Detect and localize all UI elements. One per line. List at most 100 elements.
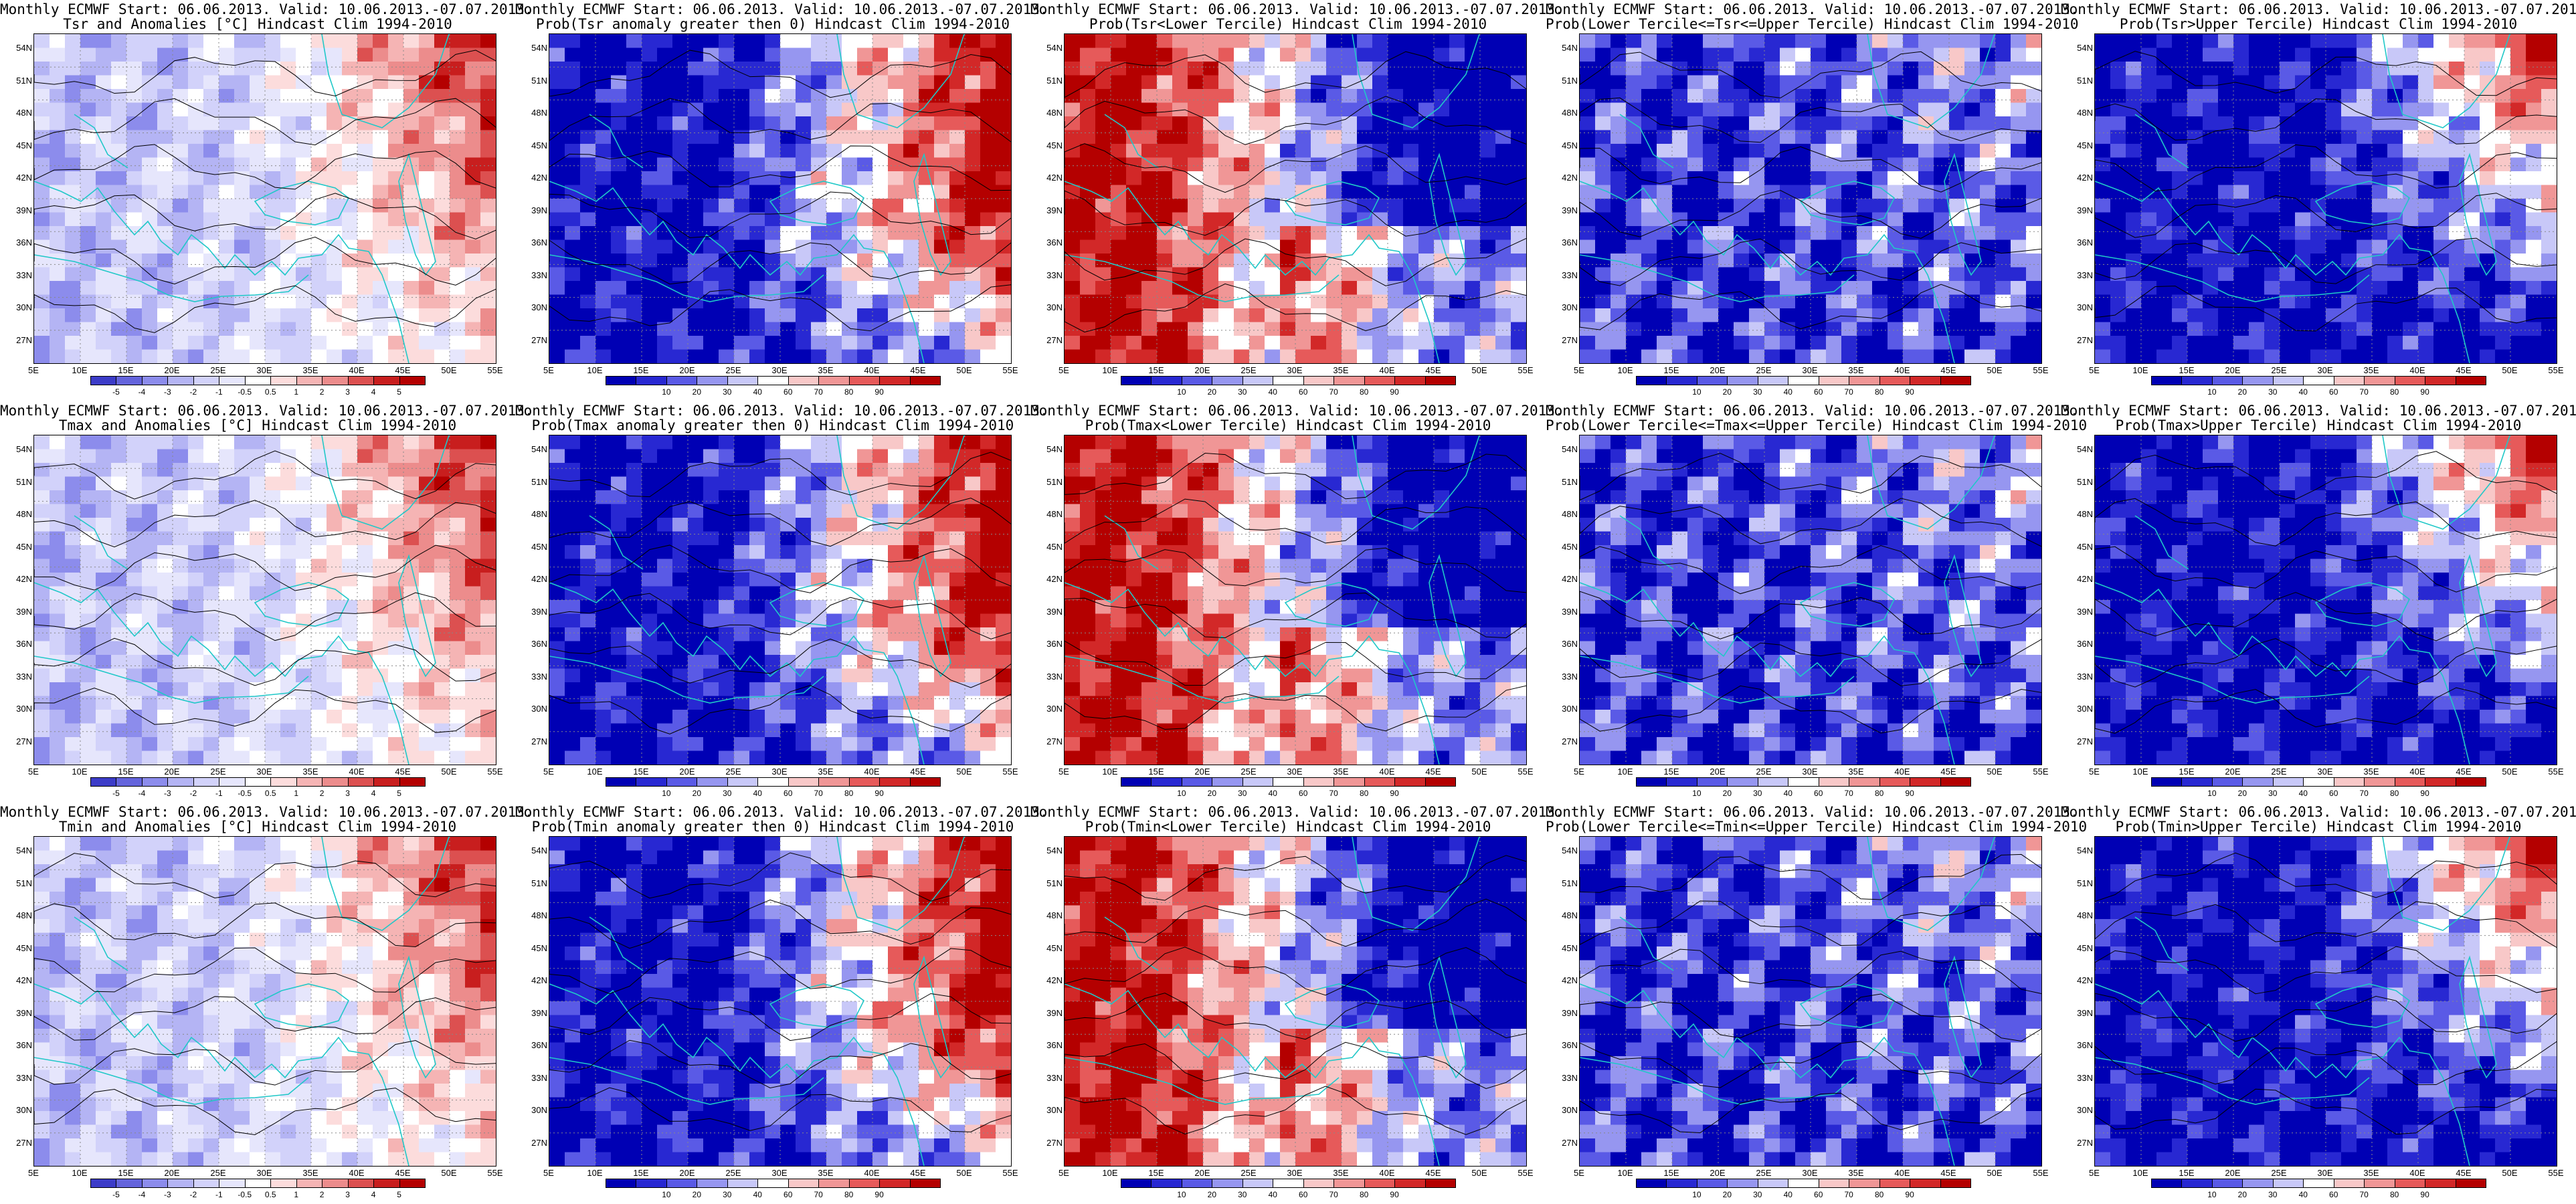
colorbar-segment — [1788, 376, 1819, 385]
contour-line — [549, 948, 1011, 995]
colorbar-label: -2 — [189, 387, 197, 397]
contour-line — [549, 498, 1011, 547]
lon-tick-label: 50E — [956, 767, 972, 777]
lon-tick-label: 25E — [2271, 365, 2287, 375]
contour-line — [2095, 237, 2557, 284]
lat-tick-label: 33N — [1562, 270, 1578, 280]
colorbar-segment — [296, 777, 323, 787]
map-plot — [1064, 33, 1527, 364]
lat-tick-label: 33N — [16, 671, 32, 682]
colorbar-label: 20 — [2237, 1190, 2247, 1199]
lon-tick-label: 5E — [2089, 1168, 2100, 1178]
colorbar-segment — [90, 376, 117, 385]
lat-tick-label: 45N — [1562, 140, 1578, 150]
colorbar-segment — [244, 777, 272, 787]
lat-tick-label: 33N — [531, 1072, 547, 1083]
colorbar-segment — [219, 376, 246, 385]
lon-tick-label: 5E — [1059, 365, 1069, 375]
lon-tick-label: 25E — [1756, 1168, 1772, 1178]
lon-tick-label: 50E — [441, 767, 457, 777]
lon-tick-label: 35E — [1333, 1168, 1349, 1178]
colorbar-label: -0.5 — [238, 789, 252, 798]
lon-tick-label: 10E — [587, 1168, 603, 1178]
panel-title: Prob(Tmax anomaly greater then 0) Hindca… — [531, 417, 1014, 433]
lon-tick-label: 40E — [349, 365, 365, 375]
colorbar-segment — [727, 777, 759, 787]
map-plot — [33, 435, 496, 765]
colorbar-label: 30 — [1753, 387, 1762, 397]
colorbar — [1636, 376, 1971, 388]
lon-tick-label: 20E — [1194, 365, 1210, 375]
colorbar-segment — [1879, 1179, 1911, 1188]
contour-line — [1580, 591, 2041, 639]
contour-line — [549, 593, 1011, 639]
field-shading — [1580, 837, 2041, 1166]
colorbar-segment — [879, 1179, 911, 1188]
colorbar-segment — [1849, 376, 1880, 385]
colorbar-label: 40 — [1783, 1190, 1792, 1199]
lon-tick-label: 25E — [1756, 365, 1772, 375]
colorbar-label: -3 — [164, 789, 171, 798]
lat-tick-label: 27N — [16, 736, 32, 746]
contour-line — [1580, 498, 2041, 547]
lon-tick-label: 55E — [1517, 767, 1534, 777]
colorbar-label: 80 — [844, 387, 854, 397]
colorbar-segment — [1242, 777, 1274, 787]
lon-tick-label: 15E — [1148, 767, 1164, 777]
colorbar-label: 20 — [1207, 789, 1217, 798]
colorbar-label: -3 — [164, 1190, 171, 1199]
lat-tick-label: 51N — [1562, 476, 1578, 487]
contour-line — [34, 637, 496, 686]
lat-tick-label: 54N — [1046, 444, 1063, 454]
panel-header: Monthly ECMWF Start: 06.06.2013. Valid: … — [2061, 804, 2576, 820]
colorbar-segment — [116, 777, 143, 787]
lat-tick-label: 30N — [1562, 1105, 1578, 1115]
lat-tick-label: 48N — [16, 509, 32, 519]
colorbar-label: 60 — [784, 1190, 793, 1199]
lon-tick-label: 30E — [771, 365, 788, 375]
contour-line — [1580, 685, 2041, 734]
colorbar-label: 3 — [345, 1190, 350, 1199]
colorbar-segment — [697, 1179, 728, 1188]
contour-line — [549, 191, 1011, 238]
lon-tick-label: 10E — [1102, 1168, 1118, 1178]
contour-line — [34, 236, 496, 286]
lat-tick-label: 48N — [2077, 108, 2093, 118]
coastline — [549, 837, 965, 1166]
colorbar-segment — [373, 1179, 400, 1188]
colorbar-segment — [1849, 777, 1880, 787]
lon-tick-label: 45E — [1940, 767, 1956, 777]
lat-tick-label: 30N — [1046, 704, 1063, 714]
lon-tick-label: 5E — [1059, 1168, 1069, 1178]
lon-tick-label: 20E — [679, 1168, 695, 1178]
contour-line — [2095, 993, 2557, 1042]
lon-tick-label: 40E — [2409, 365, 2425, 375]
lon-tick-label: 35E — [1848, 365, 1864, 375]
lat-tick-label: 30N — [2077, 1105, 2093, 1115]
colorbar-label: 80 — [844, 789, 854, 798]
colorbar-label: 40 — [1268, 387, 1277, 397]
lon-tick-label: 45E — [395, 1168, 411, 1178]
lat-tick-label: 51N — [1562, 75, 1578, 86]
contour-line — [1065, 855, 1526, 901]
forecast-panel: Monthly ECMWF Start: 06.06.2013. Valid: … — [2061, 0, 2576, 401]
lon-tick-label: 30E — [256, 767, 272, 777]
contour-line — [1065, 1086, 1526, 1135]
colorbar-segment — [193, 777, 220, 787]
map-plot — [1579, 435, 2042, 765]
colorbar-label: 10 — [662, 789, 671, 798]
lon-tick-label: 25E — [1756, 767, 1772, 777]
contour-line — [1065, 96, 1526, 145]
contour-line — [1580, 453, 2041, 501]
lon-tick-label: 25E — [2271, 1168, 2287, 1178]
lon-tick-label: 10E — [1617, 1168, 1633, 1178]
forecast-panel: Monthly ECMWF Start: 06.06.2013. Valid: … — [515, 401, 1048, 803]
forecast-panel: Monthly ECMWF Start: 06.06.2013. Valid: … — [1030, 0, 1564, 401]
colorbar-segment — [193, 1179, 220, 1188]
colorbar-label: -2 — [189, 789, 197, 798]
lon-tick-label: 55E — [1002, 767, 1018, 777]
lon-tick-label: 10E — [2132, 1168, 2148, 1178]
colorbar-label: 90 — [875, 789, 884, 798]
panel-title: Prob(Tmax<Lower Tercile) Hindcast Clim 1… — [1085, 417, 1491, 433]
panel-title: Prob(Lower Tercile<=Tmin<=Upper Tercile)… — [1546, 819, 2088, 835]
